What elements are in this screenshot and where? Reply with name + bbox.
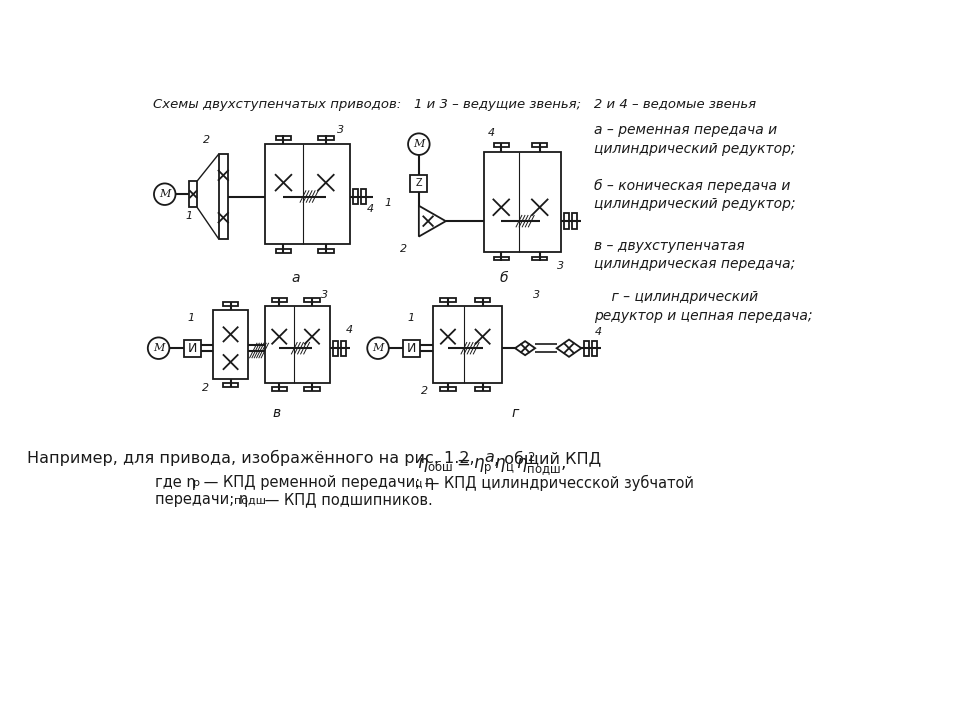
Text: р: р [193, 478, 201, 488]
Text: б: б [499, 271, 508, 285]
Bar [441, 298, 456, 302]
Bar [433, 306, 502, 383]
Bar [475, 298, 491, 302]
Bar [585, 341, 589, 356]
Bar [272, 387, 287, 390]
Bar [184, 340, 201, 356]
Text: а: а [292, 271, 300, 285]
Text: г – цилиндрический
редуктор и цепная передача;: г – цилиндрический редуктор и цепная пер… [593, 290, 812, 323]
Bar [276, 249, 291, 253]
Bar [265, 144, 349, 244]
Bar [564, 213, 569, 229]
Text: И: И [188, 342, 197, 355]
Text: где η: где η [155, 475, 196, 490]
Text: — КПД цилиндричесской зубчатой: — КПД цилиндричесской зубчатой [420, 475, 694, 492]
Bar [318, 135, 333, 140]
Text: — КПД ременной передачи; η: — КПД ременной передачи; η [199, 475, 434, 490]
Text: 2: 2 [202, 382, 209, 392]
Bar [572, 213, 577, 229]
Bar [532, 143, 547, 147]
Text: передачи; η: передачи; η [155, 492, 248, 507]
Text: Схемы двухступенчатых приводов:   1 и 3 – ведущие звенья;   2 и 4 – ведомые звен: Схемы двухступенчатых приводов: 1 и 3 – … [154, 98, 756, 111]
Circle shape [408, 133, 430, 155]
Bar [592, 341, 597, 356]
Bar [353, 189, 358, 204]
Text: 1: 1 [188, 313, 195, 323]
Text: 3: 3 [558, 261, 564, 271]
Text: М: М [413, 139, 424, 149]
Text: 2: 2 [204, 135, 210, 145]
Bar [333, 341, 338, 356]
Text: — КПД подшипников.: — КПД подшипников. [260, 492, 433, 507]
Text: 1: 1 [384, 198, 392, 208]
Text: Z: Z [416, 179, 422, 189]
Text: а: а [485, 450, 494, 465]
Text: $\eta_{\rm обш} = \eta_{\rm р}\,\eta_{\rm ц}\,\eta^2_{\rm подш},$: $\eta_{\rm обш} = \eta_{\rm р}\,\eta_{\r… [418, 450, 566, 477]
Text: , общий КПД: , общий КПД [494, 450, 602, 466]
Circle shape [148, 338, 169, 359]
Text: 1: 1 [185, 211, 193, 221]
Bar [484, 152, 562, 252]
Text: в – двухступенчатая
цилиндрическая передача;: в – двухступенчатая цилиндрическая перед… [593, 239, 795, 271]
Bar [265, 306, 330, 383]
Text: 3: 3 [533, 290, 540, 300]
Text: в: в [273, 406, 280, 420]
Bar [441, 387, 456, 390]
Text: 1: 1 [407, 313, 415, 323]
Circle shape [154, 184, 176, 205]
Bar [410, 175, 427, 192]
Bar [304, 298, 320, 302]
Bar [318, 249, 333, 253]
Text: И: И [407, 342, 417, 355]
Text: 4: 4 [367, 204, 373, 214]
Circle shape [368, 338, 389, 359]
Bar [219, 154, 228, 239]
Text: 3: 3 [322, 290, 328, 300]
Bar [213, 310, 248, 379]
Text: 2: 2 [399, 244, 407, 254]
Bar [361, 189, 366, 204]
Bar [223, 302, 238, 306]
Text: а – ременная передача и
цилиндрический редуктор;: а – ременная передача и цилиндрический р… [593, 123, 795, 156]
Bar [341, 341, 346, 356]
Text: 4: 4 [595, 327, 602, 337]
Bar [189, 181, 197, 207]
Text: г: г [512, 406, 518, 420]
Text: 4: 4 [488, 128, 495, 138]
Bar [532, 256, 547, 261]
Text: М: М [159, 189, 171, 199]
Bar [272, 298, 287, 302]
Text: 3: 3 [337, 125, 345, 135]
Text: Например, для привода, изображённого на рис. 1.2,: Например, для привода, изображённого на … [27, 450, 480, 466]
Text: 4: 4 [346, 325, 353, 335]
Bar [223, 383, 238, 387]
Bar [276, 135, 291, 140]
Text: б – коническая передача и
цилиндрический редуктор;: б – коническая передача и цилиндрический… [593, 179, 795, 211]
Bar [403, 340, 420, 356]
Text: ц: ц [415, 478, 422, 488]
Text: М: М [372, 343, 384, 354]
Text: подш: подш [234, 495, 266, 505]
Bar [493, 143, 509, 147]
Bar [493, 256, 509, 261]
Bar [304, 387, 320, 390]
Bar [475, 387, 491, 390]
Text: М: М [153, 343, 164, 354]
Text: 2: 2 [421, 387, 428, 397]
